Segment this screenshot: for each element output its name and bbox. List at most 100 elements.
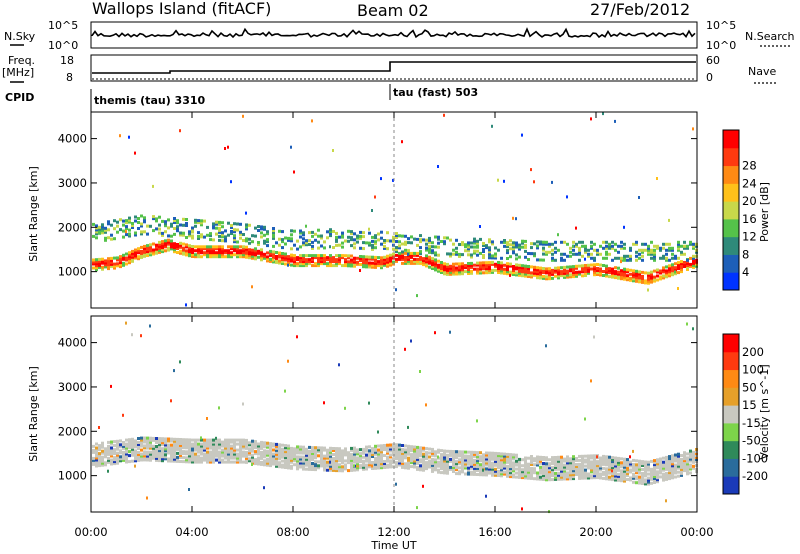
heatmap-cell [245,460,248,464]
heatmap-cell [611,462,614,466]
heatmap-cell [467,241,470,245]
heatmap-cell [104,449,107,453]
heatmap-cell [593,458,596,462]
heatmap-cell [128,460,131,464]
heatmap-cell [668,469,671,473]
heatmap-cell [302,260,305,264]
heatmap-cell [182,233,185,237]
heatmap-cell [173,447,176,451]
heatmap-cell [371,449,374,453]
heatmap-cell [395,455,398,459]
heatmap-cell [335,239,338,243]
heatmap-cell [284,236,287,240]
heatmap-cell [476,473,479,476]
heatmap-cell [377,444,380,448]
heatmap-cell [623,457,626,461]
heatmap-cell [164,239,167,243]
heatmap-cell [521,268,524,272]
heatmap-cell [272,252,275,256]
heatmap-cell [395,457,398,461]
heatmap-cell [581,244,584,248]
heatmap-cell [173,227,176,230]
heatmap-cell [275,464,278,468]
heatmap-cell [677,460,680,464]
heatmap-cell [656,462,659,466]
heatmap-cell [677,256,680,260]
heatmap-cell [506,464,509,468]
heatmap-cell [236,240,239,244]
heatmap-cell [665,271,668,275]
heatmap-cell [614,474,617,478]
heatmap-cell [665,256,668,260]
heatmap-cell [299,264,302,268]
heatmap-cell [491,242,494,246]
x-tick-label: 00:00 [74,525,107,539]
heatmap-cell [296,461,299,465]
heatmap-cell [653,248,656,252]
heatmap-cell [674,453,677,457]
heatmap-cell [692,464,695,468]
heatmap-cell [179,448,182,451]
heatmap-cell [143,438,146,442]
heatmap-cell [119,255,122,259]
heatmap-cell [140,253,143,257]
heatmap-cell [371,257,374,261]
heatmap-cell [500,460,503,464]
heatmap-cell [221,444,224,448]
heatmap-cell [137,249,140,253]
heatmap-cell [413,465,416,469]
heatmap-cell [149,251,152,255]
heatmap-cell [263,443,266,447]
heatmap-cell [470,454,473,458]
heatmap-cell [242,450,245,454]
heatmap-cell [425,262,428,266]
heatmap-cell [581,254,584,258]
station-title: Wallops Island (fitACF) [92,0,271,18]
heatmap-speckle [98,426,100,429]
heatmap-cell [539,274,542,278]
heatmap-cell [251,443,254,447]
heatmap-cell [260,231,263,235]
heatmap-cell [554,266,557,270]
heatmap-cell [335,469,338,473]
heatmap-cell [104,259,107,263]
heatmap-cell [656,470,659,474]
heatmap-cell [587,474,590,478]
heatmap-cell [254,257,257,261]
heatmap-cell [176,251,179,254]
heatmap-cell [476,263,479,267]
heatmap-cell [251,447,254,451]
heatmap-cell [356,468,359,472]
heatmap-cell [404,448,407,452]
heatmap-cell [647,472,650,476]
heatmap-cell [425,246,428,250]
heatmap-cell [479,237,482,241]
heatmap-cell [587,269,590,273]
heatmap-cell [389,453,392,457]
heatmap-cell [578,272,581,276]
heatmap-cell [686,258,689,262]
heatmap-cell [320,464,323,468]
heatmap-cell [530,463,533,466]
heatmap-speckle [497,178,499,182]
heatmap-cell [659,465,662,469]
heatmap-speckle [140,334,142,338]
heatmap-cell [548,466,551,470]
heatmap-cell [623,469,626,473]
heatmap-cell [95,454,98,458]
heatmap-cell [260,456,263,460]
heatmap-cell [185,245,188,249]
heatmap-cell [545,271,548,275]
heatmap-cell [233,230,236,234]
heatmap-cell [359,263,362,266]
heatmap-cell [239,454,242,458]
heatmap-cell [308,239,311,243]
heatmap-cell [350,464,353,468]
heatmap-cell [386,262,389,266]
heatmap-cell [266,453,269,457]
heatmap-cell [692,265,695,269]
heatmap-cell [488,455,491,459]
heatmap-cell [170,453,173,457]
heatmap-cell [572,252,575,256]
